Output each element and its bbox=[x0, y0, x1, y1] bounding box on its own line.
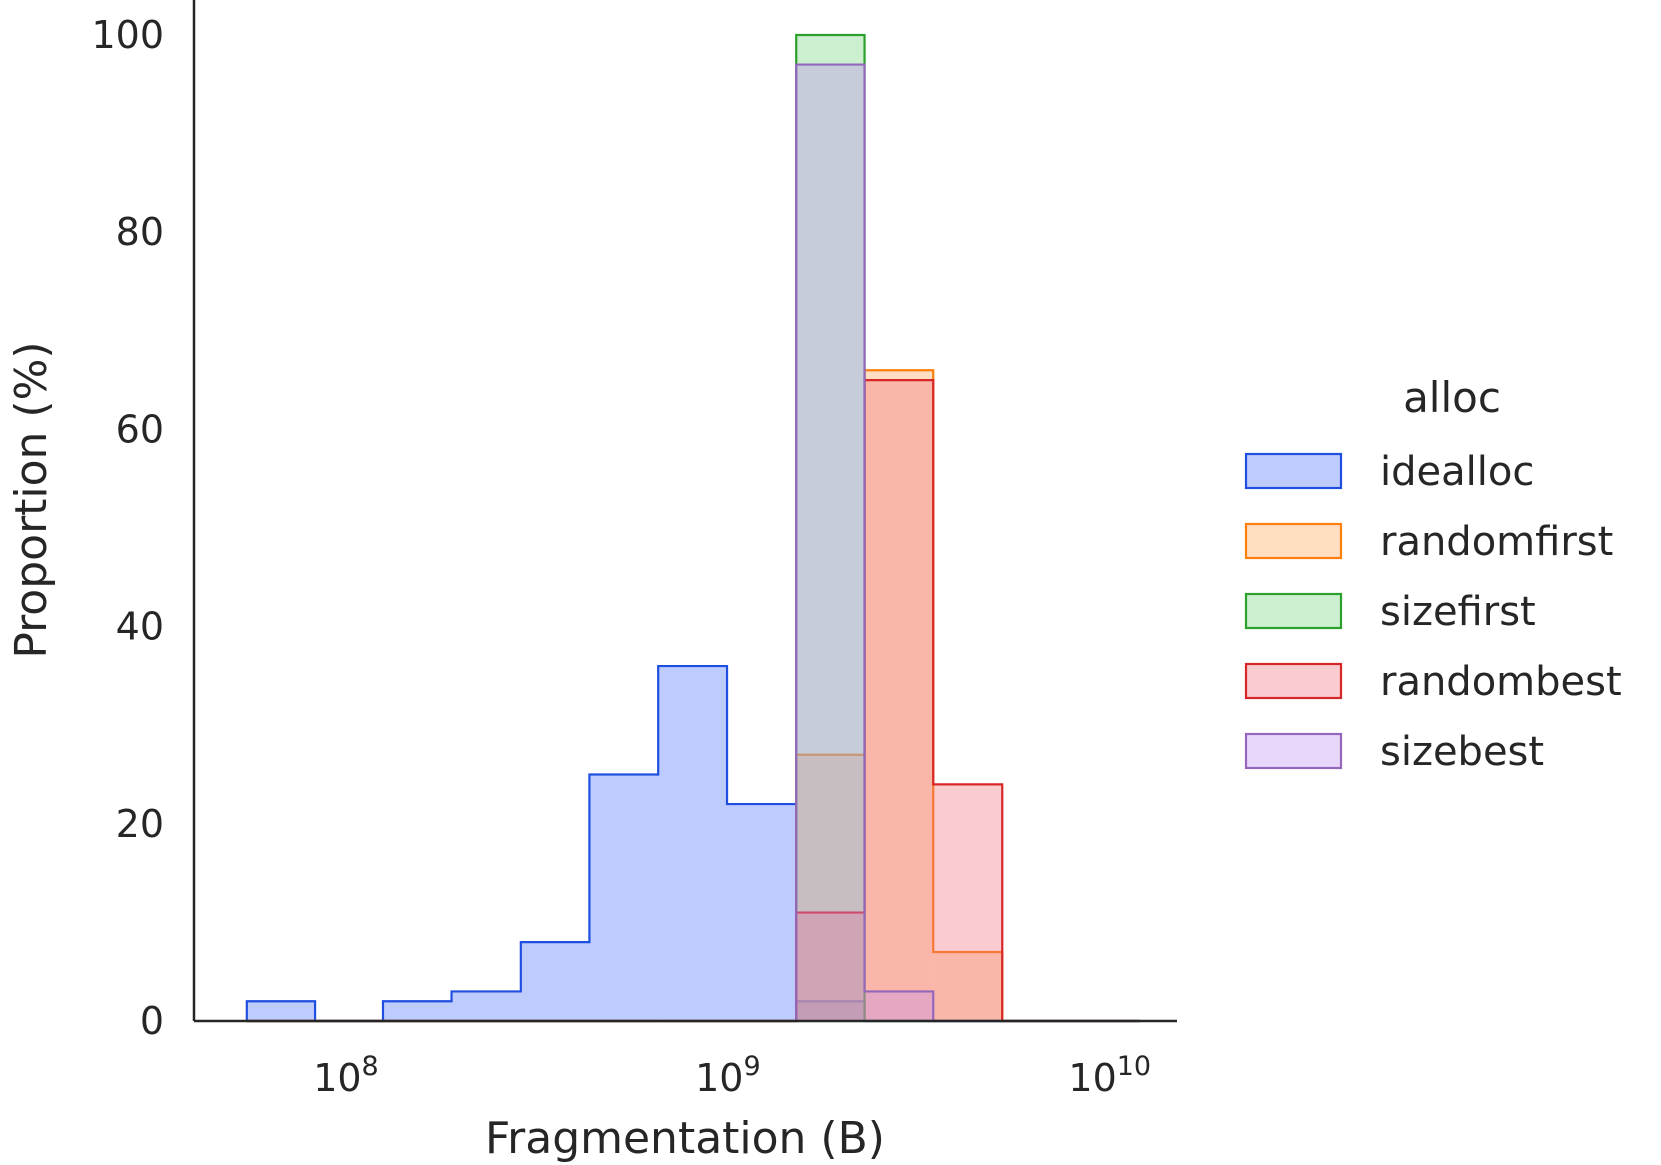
legend-item-randombest: randombest bbox=[1244, 659, 1622, 705]
bar-sizebest-8 bbox=[796, 64, 865, 1021]
legend-swatch bbox=[1244, 592, 1343, 630]
legend-label: randomfirst bbox=[1380, 519, 1613, 565]
bar-idealloc-2 bbox=[382, 1001, 452, 1021]
bar-idealloc-5 bbox=[589, 774, 659, 1021]
legend-item-idealloc: idealloc bbox=[1244, 449, 1534, 495]
legend-item-randomfirst: randomfirst bbox=[1244, 519, 1613, 565]
y-tick-label: 100 bbox=[91, 13, 164, 57]
legend-swatch bbox=[1244, 452, 1343, 490]
bar-randomfirst-10 bbox=[933, 951, 1003, 1021]
legend-title: alloc bbox=[1403, 373, 1501, 422]
x-tick-label: 1010 bbox=[1068, 1051, 1151, 1100]
bar-randombest-8 bbox=[796, 912, 865, 1021]
bar-randomfirst-8 bbox=[796, 754, 865, 1021]
bars-layer bbox=[245, 33, 1140, 1023]
legend-swatch bbox=[1244, 732, 1343, 770]
legend-label: sizebest bbox=[1380, 729, 1544, 775]
x-tick-label: 109 bbox=[695, 1051, 761, 1100]
bar-randombest-10 bbox=[933, 784, 1003, 1021]
legend: alloc idealloc randomfirst sizefirst random… bbox=[1244, 373, 1622, 775]
legend-label: randombest bbox=[1380, 659, 1622, 705]
series-idealloc bbox=[245, 664, 1140, 1023]
bar-idealloc-3 bbox=[451, 991, 521, 1021]
legend-item-sizebest: sizebest bbox=[1244, 729, 1544, 775]
x-tick-label: 108 bbox=[313, 1051, 379, 1100]
bar-sizebest-9 bbox=[864, 991, 934, 1021]
y-tick-label: 60 bbox=[116, 407, 164, 451]
y-ticks: 0 20 40 60 80 100 bbox=[91, 13, 164, 1043]
axes-layer bbox=[192, 0, 1177, 1023]
bar-sizefirst-8 bbox=[796, 35, 865, 1021]
bar-idealloc-7 bbox=[727, 804, 797, 1021]
bar-randomfirst-9 bbox=[864, 370, 934, 1021]
x-ticks: 108 109 1010 bbox=[313, 1051, 1151, 1100]
x-axis-label: Fragmentation (B) bbox=[485, 1113, 885, 1164]
bar-idealloc-6 bbox=[658, 666, 728, 1021]
legend-label: sizefirst bbox=[1380, 589, 1536, 635]
legend-item-sizefirst: sizefirst bbox=[1244, 589, 1536, 635]
legend-swatch bbox=[1244, 522, 1343, 560]
y-tick-label: 80 bbox=[116, 210, 164, 254]
y-tick-label: 0 bbox=[140, 999, 164, 1043]
bar-idealloc-4 bbox=[520, 942, 590, 1021]
bar-idealloc-8 bbox=[796, 1001, 865, 1021]
bar-idealloc-0 bbox=[246, 1001, 316, 1021]
y-axis-label: Proportion (%) bbox=[6, 341, 57, 658]
bar-randombest-9 bbox=[864, 380, 934, 1022]
y-tick-label: 20 bbox=[116, 802, 164, 846]
legend-items: idealloc randomfirst sizefirst randombest si… bbox=[1244, 449, 1622, 775]
legend-swatch bbox=[1244, 662, 1343, 700]
legend-label: idealloc bbox=[1380, 449, 1534, 495]
y-tick-label: 40 bbox=[116, 605, 164, 649]
